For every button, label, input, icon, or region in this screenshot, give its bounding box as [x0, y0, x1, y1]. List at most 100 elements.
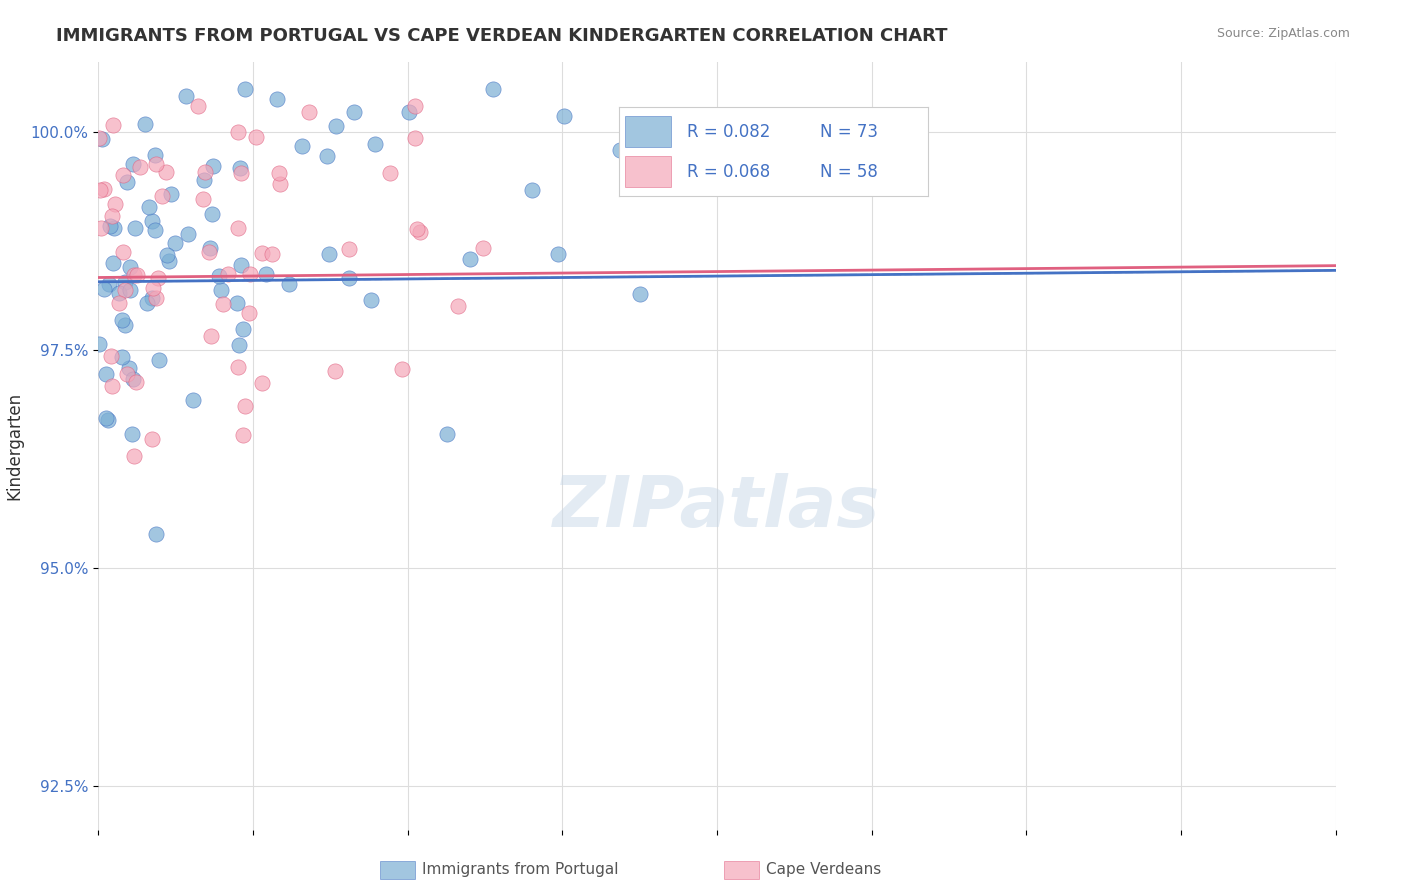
Text: 40.0%: 40.0%: [1312, 860, 1360, 875]
Point: [209, 283, 232, 297]
Point: [211, 297, 233, 311]
Point: [226, 220, 249, 235]
Point: [481, 81, 503, 95]
Point: [107, 285, 129, 300]
Point: [114, 318, 136, 332]
Point: [408, 225, 430, 239]
Point: [231, 166, 253, 180]
Point: [129, 160, 152, 174]
Point: [93, 282, 115, 296]
Point: [148, 270, 170, 285]
Point: [141, 292, 163, 306]
Point: [404, 131, 426, 145]
Point: [238, 306, 260, 320]
Point: [364, 136, 387, 151]
Point: [104, 196, 127, 211]
FancyBboxPatch shape: [624, 116, 671, 147]
Text: R = 0.082: R = 0.082: [686, 123, 770, 141]
Point: [97, 412, 120, 426]
Text: N = 73: N = 73: [820, 123, 877, 141]
Point: [609, 143, 631, 157]
Point: [160, 186, 183, 201]
Point: [226, 125, 249, 139]
Text: N = 58: N = 58: [820, 163, 877, 181]
Point: [193, 192, 215, 206]
Point: [125, 376, 148, 390]
Point: [226, 295, 249, 310]
Point: [471, 240, 494, 254]
Text: Cape Verdeans: Cape Verdeans: [766, 863, 882, 877]
Text: 0.0%: 0.0%: [79, 860, 118, 875]
Point: [254, 267, 277, 281]
Point: [628, 287, 651, 301]
Point: [100, 379, 122, 393]
Point: [121, 427, 143, 442]
Point: [177, 227, 200, 242]
Point: [194, 165, 217, 179]
Point: [202, 160, 225, 174]
Point: [232, 427, 254, 442]
Point: [93, 182, 115, 196]
Point: [232, 322, 254, 336]
Text: IMMIGRANTS FROM PORTUGAL VS CAPE VERDEAN KINDERGARTEN CORRELATION CHART: IMMIGRANTS FROM PORTUGAL VS CAPE VERDEAN…: [56, 27, 948, 45]
Point: [155, 165, 177, 179]
Point: [325, 120, 347, 134]
Point: [233, 81, 256, 95]
Point: [323, 364, 346, 378]
Point: [103, 118, 125, 132]
Point: [260, 247, 283, 261]
Point: [143, 222, 166, 236]
Point: [101, 210, 124, 224]
Point: [226, 360, 249, 375]
Point: [136, 295, 159, 310]
Point: [553, 109, 575, 123]
Point: [187, 99, 209, 113]
Point: [89, 131, 111, 145]
Point: [193, 173, 215, 187]
Point: [239, 267, 262, 281]
Point: [228, 338, 250, 352]
Point: [163, 236, 186, 251]
Point: [343, 105, 366, 120]
Point: [250, 376, 273, 390]
Point: [157, 254, 180, 268]
Point: [97, 277, 120, 291]
Point: [114, 275, 136, 289]
Point: [142, 281, 165, 295]
Point: [201, 207, 224, 221]
Point: [90, 220, 112, 235]
Point: [156, 247, 179, 261]
Point: [391, 361, 413, 376]
Point: [208, 268, 231, 283]
Point: [114, 284, 136, 298]
Point: [267, 166, 290, 180]
Point: [198, 241, 221, 255]
Point: [118, 360, 141, 375]
Point: [266, 92, 288, 106]
Point: [122, 268, 145, 282]
FancyBboxPatch shape: [724, 861, 759, 879]
Point: [316, 149, 339, 163]
Point: [406, 222, 429, 236]
Point: [145, 527, 167, 541]
Point: [458, 252, 481, 266]
Point: [108, 295, 131, 310]
Point: [121, 372, 143, 386]
Point: [138, 200, 160, 214]
Point: [217, 267, 239, 281]
Point: [141, 432, 163, 446]
Text: R = 0.068: R = 0.068: [686, 163, 770, 181]
Point: [122, 449, 145, 463]
Point: [200, 329, 222, 343]
Point: [252, 246, 274, 260]
Point: [339, 242, 361, 256]
Point: [94, 411, 117, 425]
Point: [101, 256, 124, 270]
Text: Source: ZipAtlas.com: Source: ZipAtlas.com: [1216, 27, 1350, 40]
Point: [233, 399, 256, 413]
Point: [298, 105, 321, 120]
Point: [111, 168, 134, 182]
Point: [360, 293, 382, 308]
Point: [148, 352, 170, 367]
Point: [404, 99, 426, 113]
